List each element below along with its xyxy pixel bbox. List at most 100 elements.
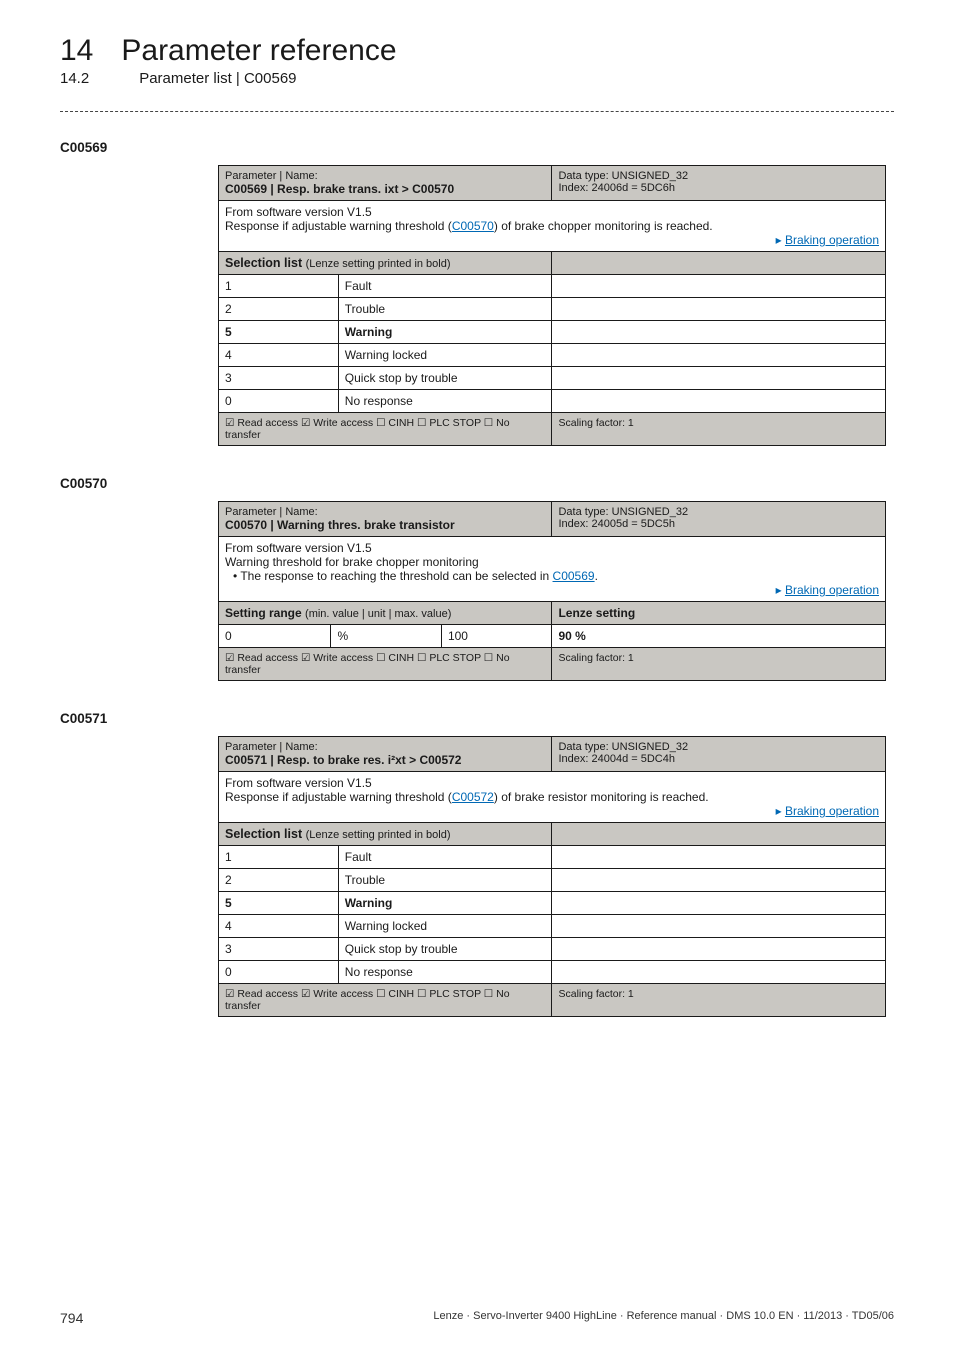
footer-scaling: Scaling factor: 1 [552,984,886,1017]
param-name-label: Parameter | Name: [225,506,318,518]
selection-number: 3 [219,367,339,390]
chapter-number: 14 [60,34,93,68]
description-text: Response if adjustable warning threshold… [225,219,713,233]
selection-value: No response [338,961,552,984]
description-cell: From software version V1.5 Response if a… [219,772,886,823]
footer-scaling: Scaling factor: 1 [552,648,886,681]
unit-value: % [331,625,441,648]
index-label: Index: 24006d = 5DC6h [558,182,675,194]
selection-value: Trouble [338,298,552,321]
selection-number: 3 [219,938,339,961]
description-cell: From software version V1.5 Warning thres… [219,537,886,602]
desc-bullet: • The response to reaching the threshold… [225,569,598,583]
selection-list-label: Selection list [225,827,302,841]
selection-blank [552,869,886,892]
desc-link-c00572[interactable]: C00572 [452,790,494,804]
table-header-right: Data type: UNSIGNED_32 Index: 24005d = 5… [552,502,886,537]
braking-operation-row: ▸ Braking operation [225,804,879,818]
selection-blank [552,344,886,367]
table-header-right: Data type: UNSIGNED_32 Index: 24004d = 5… [552,737,886,772]
from-software-version: From software version V1.5 [225,205,372,219]
selection-value: Quick stop by trouble [338,938,552,961]
desc-post: ) of brake resistor monitoring is reache… [494,790,709,804]
selection-number: 0 [219,390,339,413]
desc-bullet-post: . [595,569,598,583]
arrow-icon: ▸ [776,583,782,597]
selection-blank [552,846,886,869]
selection-list-header: Selection list (Lenze setting printed in… [219,252,552,275]
param-code-heading: C00571 [60,711,894,726]
desc-post: ) of brake chopper monitoring is reached… [494,219,713,233]
setting-range-note: (min. value | unit | max. value) [305,608,451,620]
selection-list-blank [552,823,886,846]
arrow-icon: ▸ [776,233,782,247]
max-value: 100 [441,625,552,648]
selection-number: 1 [219,846,339,869]
setting-range-label: Setting range [225,606,302,620]
footer-doc-info: Lenze · Servo-Inverter 9400 HighLine · R… [433,1310,894,1326]
param-code-heading: C00569 [60,140,894,155]
selection-value: Warning locked [338,344,552,367]
braking-operation-link[interactable]: Braking operation [785,804,879,818]
param-block-c00571: C00571 Parameter | Name: C00571 | Resp. … [218,711,894,1017]
selection-list-note: (Lenze setting printed in bold) [306,829,451,841]
table-header-left: Parameter | Name: C00571 | Resp. to brak… [219,737,552,772]
param-title: C00569 | Resp. brake trans. ixt > C00570 [225,182,454,196]
chapter-title: Parameter reference [121,34,396,68]
selection-value: Trouble [338,869,552,892]
from-software-version: From software version V1.5 [225,541,372,555]
description-cell: From software version V1.5 Response if a… [219,201,886,252]
selection-value: Warning locked [338,915,552,938]
selection-blank [552,275,886,298]
selection-blank [552,390,886,413]
param-name-label-row: Parameter | Name: C00569 | Resp. brake t… [225,170,545,196]
section-title: Parameter list | C00569 [139,70,296,87]
table-header-right: Data type: UNSIGNED_32 Index: 24006d = 5… [552,166,886,201]
braking-operation-row: ▸ Braking operation [225,233,879,247]
page-root: 14 Parameter reference 14.2 Parameter li… [0,0,954,1350]
param-title: C00570 | Warning thres. brake transistor [225,518,455,532]
desc-link-c00570[interactable]: C00570 [452,219,494,233]
data-type-label: Data type: UNSIGNED_32 [558,170,688,182]
selection-blank [552,915,886,938]
selection-list-label: Selection list [225,256,302,270]
footer-scaling: Scaling factor: 1 [552,413,886,446]
selection-value: Warning [338,321,552,344]
param-table-c00569: Parameter | Name: C00569 | Resp. brake t… [218,165,886,446]
selection-blank [552,938,886,961]
param-table-c00571: Parameter | Name: C00571 | Resp. to brak… [218,736,886,1017]
selection-blank [552,321,886,344]
braking-operation-link[interactable]: Braking operation [785,233,879,247]
selection-rows-571: 1Fault2Trouble5Warning4Warning locked3Qu… [219,846,886,984]
data-type-label: Data type: UNSIGNED_32 [558,741,688,753]
param-block-c00570: C00570 Parameter | Name: C00570 | Warnin… [218,476,894,681]
selection-number: 1 [219,275,339,298]
selection-list-note: (Lenze setting printed in bold) [306,258,451,270]
selection-number: 5 [219,321,339,344]
braking-operation-row: ▸ Braking operation [225,583,879,597]
footer-access-flags: ☑ Read access ☑ Write access ☐ CINH ☐ PL… [219,984,552,1017]
selection-value: Fault [338,275,552,298]
selection-value: Quick stop by trouble [338,367,552,390]
index-label: Index: 24004d = 5DC4h [558,753,675,765]
desc-link-c00569[interactable]: C00569 [553,569,595,583]
selection-list-header: Selection list (Lenze setting printed in… [219,823,552,846]
param-block-c00569: C00569 Parameter | Name: C00569 | Resp. … [218,140,894,446]
table-header-left: Parameter | Name: C00569 | Resp. brake t… [219,166,552,201]
braking-operation-link[interactable]: Braking operation [785,583,879,597]
desc-pre: Response if adjustable warning threshold… [225,790,452,804]
selection-number: 0 [219,961,339,984]
param-table-c00570: Parameter | Name: C00570 | Warning thres… [218,501,886,681]
selection-blank [552,367,886,390]
param-name-label: Parameter | Name: [225,741,318,753]
setting-range-header: Setting range (min. value | unit | max. … [219,602,552,625]
desc-pre: Response if adjustable warning threshold… [225,219,452,233]
selection-blank [552,298,886,321]
selection-rows-569: 1Fault2Trouble5Warning4Warning locked3Qu… [219,275,886,413]
section-header: 14.2 Parameter list | C00569 [60,70,894,87]
min-value: 0 [219,625,331,648]
param-title: C00571 | Resp. to brake res. i²xt > C005… [225,753,461,767]
selection-value: Warning [338,892,552,915]
selection-number: 5 [219,892,339,915]
selection-number: 4 [219,344,339,367]
